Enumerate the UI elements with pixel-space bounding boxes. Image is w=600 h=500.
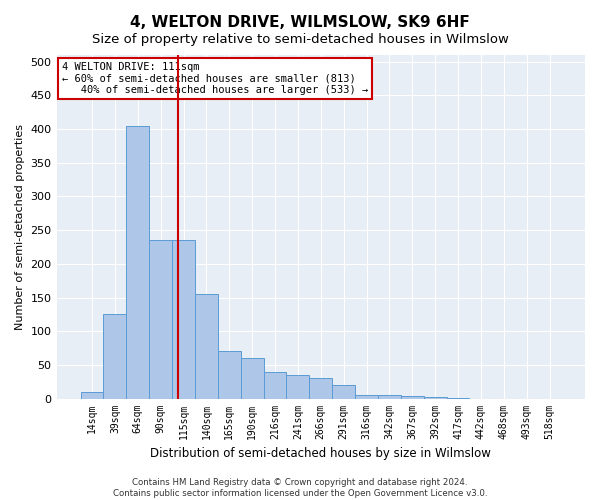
Bar: [195, 294, 218, 399]
Bar: [332, 385, 355, 398]
Bar: [127, 126, 149, 398]
Bar: [218, 352, 241, 399]
Bar: [378, 395, 401, 398]
Bar: [401, 396, 424, 398]
Y-axis label: Number of semi-detached properties: Number of semi-detached properties: [15, 124, 25, 330]
Bar: [241, 358, 263, 399]
Text: 4 WELTON DRIVE: 111sqm
← 60% of semi-detached houses are smaller (813)
   40% of: 4 WELTON DRIVE: 111sqm ← 60% of semi-det…: [62, 62, 368, 95]
Bar: [355, 395, 378, 398]
Bar: [149, 240, 172, 398]
Text: 4, WELTON DRIVE, WILMSLOW, SK9 6HF: 4, WELTON DRIVE, WILMSLOW, SK9 6HF: [130, 15, 470, 30]
X-axis label: Distribution of semi-detached houses by size in Wilmslow: Distribution of semi-detached houses by …: [151, 447, 491, 460]
Bar: [310, 378, 332, 398]
Bar: [424, 397, 446, 398]
Bar: [172, 240, 195, 398]
Bar: [80, 392, 103, 398]
Bar: [103, 314, 127, 398]
Text: Size of property relative to semi-detached houses in Wilmslow: Size of property relative to semi-detach…: [92, 32, 508, 46]
Text: Contains HM Land Registry data © Crown copyright and database right 2024.
Contai: Contains HM Land Registry data © Crown c…: [113, 478, 487, 498]
Bar: [263, 372, 286, 398]
Bar: [286, 375, 310, 398]
